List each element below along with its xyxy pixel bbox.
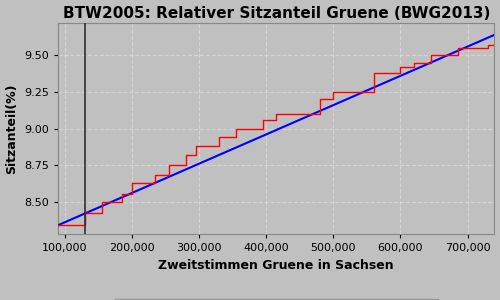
Title: BTW2005: Relativer Sitzanteil Gruene (BWG2013): BTW2005: Relativer Sitzanteil Gruene (BW… (62, 6, 490, 21)
Y-axis label: Sitzanteil(%): Sitzanteil(%) (6, 83, 18, 174)
Sitzanteil real (55, 224, 61, 227)
Sitzanteil real (492, 43, 498, 47)
Legend: Sitzanteil real, Sitzanteil ideal, Wahlergebnis: Sitzanteil real, Sitzanteil ideal, Wahle… (114, 298, 438, 300)
X-axis label: Zweitstimmen Gruene in Sachsen: Zweitstimmen Gruene in Sachsen (158, 259, 394, 272)
Line: Sitzanteil real: Sitzanteil real (58, 45, 494, 225)
Sitzanteil real (472, 46, 478, 50)
Sitzanteil real (119, 193, 125, 196)
Sitzanteil real (484, 43, 490, 47)
Sitzanteil real (233, 136, 239, 139)
Sitzanteil real (129, 181, 135, 184)
Sitzanteil real (384, 71, 390, 75)
Sitzanteil real (246, 127, 252, 130)
